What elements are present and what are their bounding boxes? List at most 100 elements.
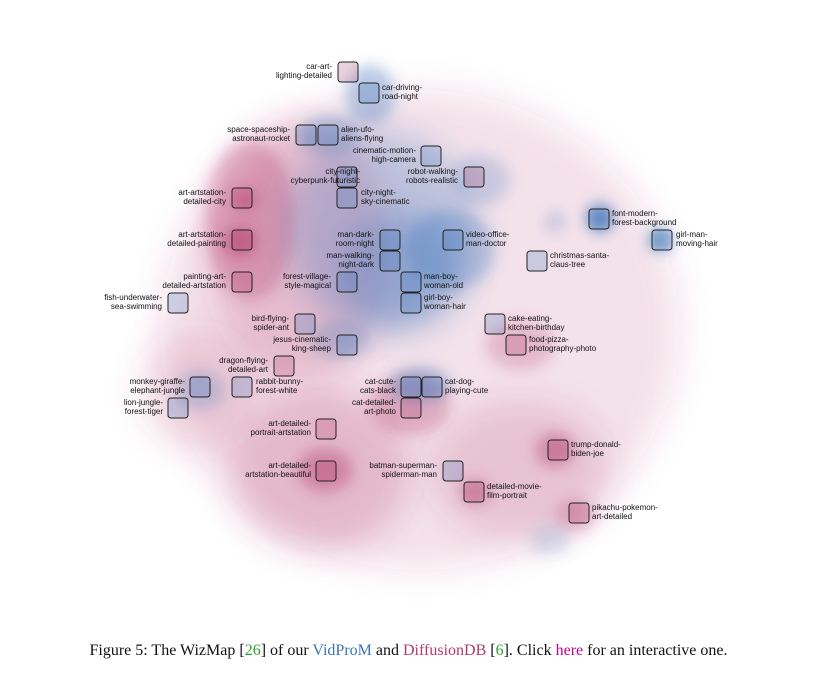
cluster-label-line: girl-man- (676, 230, 708, 239)
citation-ref-26[interactable]: 26 (244, 642, 261, 659)
cluster-tile-city-night-cyber[interactable] (336, 166, 358, 188)
cluster-label-painting-art: painting-art-detailed-artstation (162, 272, 226, 290)
cluster-label-line: artstation-beautiful (245, 470, 311, 479)
cluster-label-line: sky-cinematic (361, 197, 409, 206)
cluster-label-art-artstation-city: art-artstation-detailed-city (178, 188, 226, 206)
cluster-tile-forest-village[interactable] (336, 271, 358, 293)
dataset-diffusiondb: DiffusionDB (403, 642, 487, 659)
cluster-tile-cake-eating[interactable] (484, 313, 506, 335)
cluster-label-line: rabbit-bunny- (256, 377, 303, 386)
cluster-label-line: cinematic-motion- (353, 146, 416, 155)
cluster-label-line: robots-realistic (406, 176, 458, 185)
cluster-label-line: forest-background (612, 218, 676, 227)
interactive-link[interactable]: here (555, 642, 584, 659)
cluster-tile-jesus-cinematic[interactable] (336, 334, 358, 356)
cluster-label-line: art-photo (364, 407, 397, 416)
cluster-label-line: forest-white (256, 386, 298, 395)
cluster-label-line: detailed-city (183, 197, 226, 206)
cluster-tile-batman-superman[interactable] (442, 460, 464, 482)
cluster-tile-robot-walking[interactable] (463, 166, 485, 188)
cluster-label-line: food-pizza- (529, 335, 569, 344)
cluster-tile-girl-boy[interactable] (400, 292, 422, 314)
cluster-tile-space-spaceship[interactable] (295, 124, 317, 146)
density-blob (648, 228, 672, 252)
cluster-tile-rabbit-bunny[interactable] (231, 376, 253, 398)
cluster-label-lion-jungle: lion-jungle-forest-tiger (124, 398, 163, 416)
cluster-label-christmas-santa: christmas-santa-claus-tree (550, 251, 609, 269)
cluster-tile-font-modern[interactable] (588, 208, 610, 230)
cluster-label-line: jesus-cinematic- (272, 335, 331, 344)
density-contours (140, 65, 680, 570)
cluster-label-line: sea-swimming (111, 302, 162, 311)
cluster-tile-man-dark[interactable] (379, 229, 401, 251)
cluster-tile-cinematic-motion[interactable] (420, 145, 442, 167)
cluster-label-city-night-sky: city-night-sky-cinematic (361, 188, 409, 206)
cluster-label-line: photography-photo (529, 344, 597, 353)
cluster-label-line: woman-old (423, 281, 463, 290)
cluster-label-bird-flying: bird-flying-spider-ant (252, 314, 290, 332)
cluster-label-line: cat-cute- (365, 377, 396, 386)
cluster-label-line: cake-eating- (508, 314, 552, 323)
cluster-label-cat-dog: cat-dog-playing-cute (445, 377, 489, 395)
cluster-label-car-driving: car-driving-road-night (382, 83, 422, 101)
cluster-tile-bird-flying[interactable] (294, 313, 316, 335)
cluster-tile-cat-detailed[interactable] (400, 397, 422, 419)
dataset-vidprom: VidProM (312, 642, 372, 659)
cluster-tile-car-art[interactable] (337, 61, 359, 83)
cluster-label-line: spiderman-man (381, 470, 437, 479)
cluster-label-line: aliens-flying (341, 134, 383, 143)
cluster-label-cat-cute: cat-cute-cats-black (360, 377, 397, 395)
density-blob (205, 140, 295, 300)
cluster-label-line: astronaut-rocket (232, 134, 291, 143)
cluster-tiles (167, 61, 673, 524)
cluster-tile-car-driving[interactable] (358, 82, 380, 104)
cluster-tile-girl-man[interactable] (651, 229, 673, 251)
cluster-label-line: kitchen-birthday (508, 323, 564, 332)
cluster-label-line: dragon-flying- (219, 356, 268, 365)
cluster-tile-trump-donald[interactable] (547, 439, 569, 461)
cluster-label-line: car-driving- (382, 83, 422, 92)
cluster-tile-painting-art[interactable] (231, 271, 253, 293)
cluster-tile-art-detailed-beautiful[interactable] (315, 460, 337, 482)
cluster-tile-man-walking[interactable] (379, 250, 401, 272)
cluster-tile-lion-jungle[interactable] (167, 397, 189, 419)
density-blob (390, 367, 450, 403)
cluster-tile-dragon-flying[interactable] (273, 355, 295, 377)
cluster-label-trump-donald: trump-donald-biden-joe (571, 440, 621, 458)
cluster-tile-art-artstation-city[interactable] (231, 187, 253, 209)
cluster-label-food-pizza: food-pizza-photography-photo (529, 335, 597, 353)
caption-mid3: [ (486, 642, 496, 659)
citation-ref-6[interactable]: 6 (495, 642, 504, 659)
cluster-label-jesus-cinematic: jesus-cinematic-king-sheep (272, 335, 331, 353)
cluster-tile-art-detailed-portrait[interactable] (315, 418, 337, 440)
cluster-label-art-artstation-painting: art-artstation-detailed-painting (167, 230, 226, 248)
cluster-label-line: cyberpunk-futuristic (291, 176, 360, 185)
cluster-label-line: man-walking- (326, 251, 374, 260)
cluster-tile-cat-cute[interactable] (400, 376, 422, 398)
cluster-tile-alien-ufo[interactable] (317, 124, 339, 146)
cluster-tile-man-boy[interactable] (400, 271, 422, 293)
cluster-tile-fish-underwater[interactable] (167, 292, 189, 314)
cluster-tile-monkey-giraffe[interactable] (189, 376, 211, 398)
density-blob (530, 525, 570, 555)
cluster-label-dragon-flying: dragon-flying-detailed-art (219, 356, 269, 374)
cluster-tile-video-office[interactable] (442, 229, 464, 251)
cluster-label-line: bird-flying- (252, 314, 290, 323)
cluster-tile-cat-dog[interactable] (421, 376, 443, 398)
cluster-tile-christmas-santa[interactable] (526, 250, 548, 272)
cluster-tile-detailed-movie[interactable] (463, 481, 485, 503)
caption-mid1: ] of our (260, 642, 313, 659)
cluster-label-line: art-artstation- (178, 230, 226, 239)
cluster-label-city-night-cyber: city-night-cyberpunk-futuristic (291, 167, 361, 185)
caption-prefix: Figure 5: The WizMap [ (89, 642, 245, 659)
cluster-tile-city-night-sky[interactable] (336, 187, 358, 209)
cluster-label-line: man-dark- (338, 230, 375, 239)
cluster-label-line: cat-detailed- (352, 398, 396, 407)
cluster-tile-art-artstation-painting[interactable] (231, 229, 253, 251)
density-blob (297, 448, 353, 492)
wizmap-plot[interactable]: car-art-lighting-detailed car-driving-roa… (0, 0, 817, 640)
cluster-tile-food-pizza[interactable] (505, 334, 527, 356)
cluster-label-line: city-night- (361, 188, 396, 197)
cluster-tile-pikachu-pokemon[interactable] (568, 502, 590, 524)
cluster-label-detailed-movie: detailed-movie-film-portrait (487, 482, 542, 500)
